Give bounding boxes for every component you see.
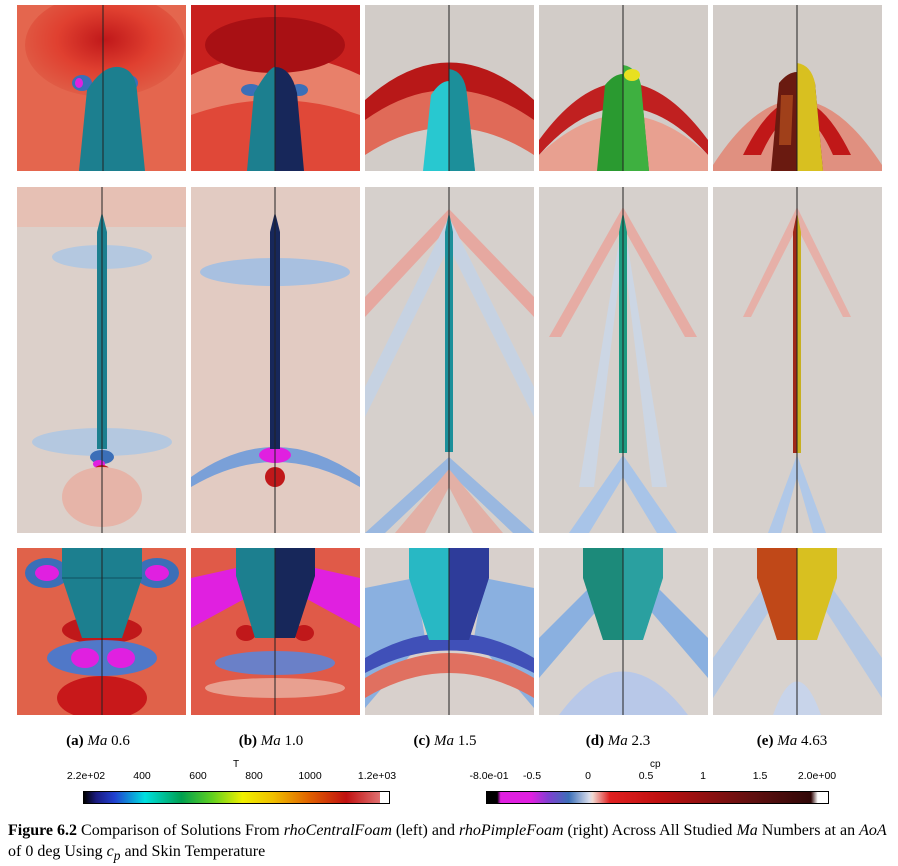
- colorbar-t-title: T: [233, 759, 240, 770]
- colorbar-cp: [486, 791, 829, 804]
- colorbar-t-tick: 600: [189, 770, 207, 782]
- subfig-label-c: (c) Ma 1.5: [413, 733, 477, 749]
- colorbar-cp-tick: 0: [585, 770, 591, 782]
- colorbar-cp-tick: -0.5: [522, 770, 542, 782]
- panel-a-nose: [17, 5, 186, 171]
- panel-e-tail: [713, 548, 882, 715]
- panel-d-tail: [539, 548, 708, 715]
- subfig-label-b: (b) Ma 1.0: [238, 733, 304, 749]
- panel-d-body: [539, 187, 708, 533]
- subfig-label-a: (a) Ma 0.6: [66, 733, 130, 749]
- panel-a-body: [17, 187, 186, 533]
- panel-d-nose: [539, 5, 708, 171]
- panel-c-tail: [365, 548, 534, 715]
- colorbar-t-tick: 1.2e+03: [357, 770, 397, 782]
- panel-a-tail: [17, 548, 186, 715]
- colorbar-cp-tick: 1: [700, 770, 706, 782]
- colorbar-t-tick: 1000: [298, 770, 322, 782]
- panel-e-nose: [713, 5, 882, 171]
- colorbar-cp-title: cp: [650, 759, 661, 770]
- subfig-label-d: (d) Ma 2.3: [585, 733, 651, 749]
- colorbar-t: [83, 791, 390, 804]
- panel-b-nose: [191, 5, 360, 171]
- panel-b-tail: [191, 548, 360, 715]
- panel-e-body: [713, 187, 882, 533]
- figure-caption: Figure 6.2 Comparison of Solutions From …: [8, 822, 887, 864]
- colorbar-t-tick: 400: [133, 770, 151, 782]
- colorbar-cp-tick: -8.0e-01: [469, 770, 509, 782]
- colorbar-cp-tick: 1.5: [752, 770, 768, 782]
- colorbar-t-tick: 800: [245, 770, 263, 782]
- panel-c-body: [365, 187, 534, 533]
- colorbar-t-tick: 2.2e+02: [66, 770, 106, 782]
- panel-c-nose: [365, 5, 534, 171]
- colorbar-cp-tick: 2.0e+00: [797, 770, 837, 782]
- subfig-label-e: (e) Ma 4.63: [756, 733, 828, 749]
- figure-label: Figure 6.2: [8, 822, 78, 839]
- colorbar-cp-tick: 0.5: [638, 770, 654, 782]
- panel-b-body: [191, 187, 360, 533]
